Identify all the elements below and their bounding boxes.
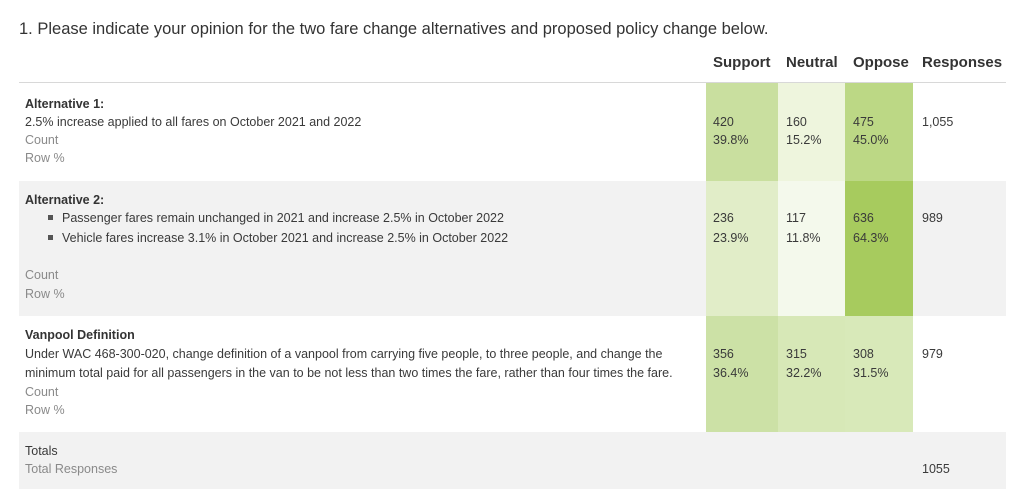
- alt2-neutral-pct: 11.8%: [786, 231, 821, 245]
- heat-cell-alt1-support: [706, 83, 778, 181]
- row-background-totals: [19, 432, 1006, 489]
- label-count: Count: [25, 268, 59, 282]
- label-row-pct: Row %: [25, 151, 65, 165]
- col-header-responses: Responses: [922, 54, 1003, 71]
- vanpool-support-pct: 36.4%: [713, 366, 749, 380]
- row-title-alt2: Alternative 2:: [25, 193, 105, 207]
- row-title-alt1: Alternative 1:: [25, 97, 105, 111]
- header-divider: [19, 82, 1006, 83]
- alt2-support-pct: 23.9%: [713, 231, 749, 245]
- heat-cell-alt1-neutral: [778, 83, 845, 181]
- alt1-responses: 1,055: [922, 115, 954, 129]
- heat-cell-alt2-neutral: [778, 181, 845, 316]
- col-header-oppose: Oppose: [853, 54, 909, 71]
- alt2-oppose-count: 636: [853, 211, 874, 225]
- alt2-support-count: 236: [713, 211, 734, 225]
- alt1-neutral-count: 160: [786, 115, 807, 129]
- heat-cell-vanpool-oppose: [845, 316, 913, 432]
- vanpool-desc-line-2: minimum total paid for all passengers in…: [25, 366, 673, 380]
- col-header-support: Support: [713, 54, 771, 71]
- bullet-icon: [48, 215, 53, 220]
- row-desc-alt1: 2.5% increase applied to all fares on Oc…: [25, 115, 362, 129]
- label-count: Count: [25, 133, 59, 147]
- alt2-bullet-1: Passenger fares remain unchanged in 2021…: [62, 211, 504, 225]
- label-count: Count: [25, 385, 59, 399]
- vanpool-neutral-pct: 32.2%: [786, 366, 822, 380]
- vanpool-oppose-pct: 31.5%: [853, 366, 889, 380]
- label-row-pct: Row %: [25, 287, 65, 301]
- col-header-neutral: Neutral: [786, 54, 838, 71]
- total-responses-value: 1055: [922, 462, 950, 476]
- heat-cell-alt2-support: [706, 181, 778, 316]
- alt2-responses: 989: [922, 211, 943, 225]
- bullet-icon: [48, 235, 53, 240]
- totals-label: Totals: [25, 444, 58, 458]
- heat-cell-vanpool-support: [706, 316, 778, 432]
- heat-cell-alt2-oppose: [845, 181, 913, 316]
- alt2-bullet-2: Vehicle fares increase 3.1% in October 2…: [62, 231, 509, 245]
- vanpool-responses: 979: [922, 347, 943, 361]
- vanpool-oppose-count: 308: [853, 347, 874, 361]
- alt1-neutral-pct: 15.2%: [786, 133, 822, 147]
- alt1-support-count: 420: [713, 115, 734, 129]
- alt2-oppose-pct: 64.3%: [853, 231, 889, 245]
- vanpool-neutral-count: 315: [786, 347, 807, 361]
- heat-cell-alt1-oppose: [845, 83, 913, 181]
- label-row-pct: Row %: [25, 403, 65, 417]
- row-title-vanpool: Vanpool Definition: [25, 328, 135, 342]
- alt1-oppose-count: 475: [853, 115, 874, 129]
- vanpool-support-count: 356: [713, 347, 734, 361]
- alt1-support-pct: 39.8%: [713, 133, 749, 147]
- heat-cell-vanpool-neutral: [778, 316, 845, 432]
- alt1-oppose-pct: 45.0%: [853, 133, 889, 147]
- question-title: 1. Please indicate your opinion for the …: [19, 20, 769, 38]
- vanpool-desc-line-1: Under WAC 468-300-020, change definition…: [25, 347, 663, 361]
- alt2-neutral-count: 117: [786, 211, 806, 225]
- total-responses-label: Total Responses: [25, 462, 118, 476]
